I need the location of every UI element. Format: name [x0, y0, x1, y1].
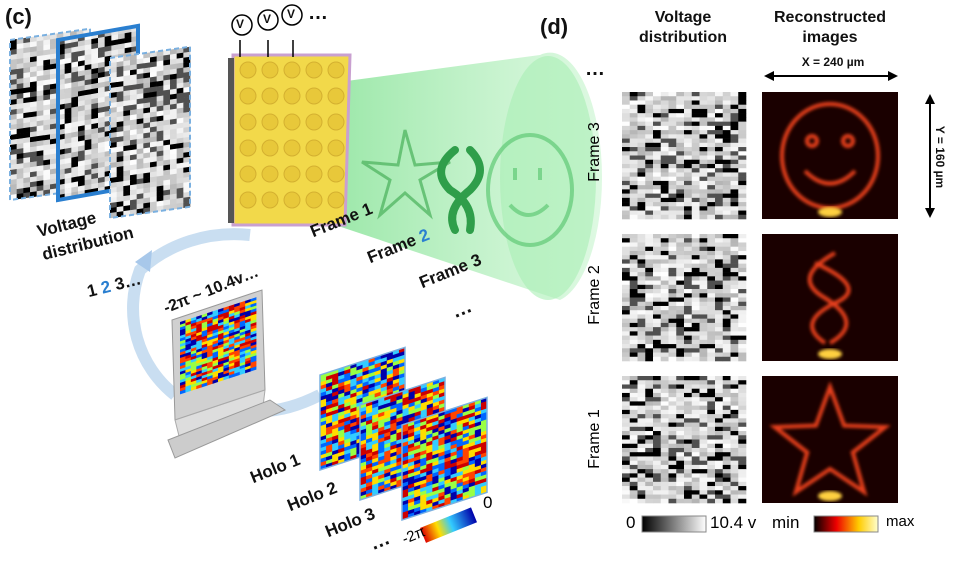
holograms — [319, 346, 488, 521]
panel-d-label: (d) — [540, 14, 569, 39]
voltage-plane — [109, 45, 191, 220]
smiley-shape — [486, 133, 574, 247]
voltage-distribution-image — [622, 376, 747, 504]
voltmeter-more: … — [308, 2, 328, 24]
intensity-cb-min: min — [772, 513, 800, 532]
cycle-arrow — [127, 228, 251, 400]
phase-colorbar — [420, 507, 477, 543]
hologram-plane — [401, 396, 488, 521]
seq-2: 2 — [98, 276, 113, 298]
swirl-shape — [437, 146, 484, 234]
voltage-cb-max: 10.4 v — [710, 513, 757, 532]
monitor — [167, 289, 287, 459]
row-label-frame-3: Frame 3 — [586, 122, 603, 182]
x-dimension-label: X = 240 µm — [801, 55, 865, 69]
col-recon-header: Reconstructed images — [760, 8, 900, 48]
voltmeter-3: V — [287, 7, 296, 21]
voltage-colorbar — [641, 515, 707, 533]
col-voltage-line1: Voltage — [654, 9, 712, 26]
voltmeter-2: V — [263, 12, 272, 26]
col-voltage-header: Voltage distribution — [623, 8, 743, 48]
phase-max-label: 0 — [483, 493, 493, 512]
y-dimension-label: Y = 160 µm — [933, 125, 947, 189]
voltage-distribution-image — [622, 92, 747, 220]
rows-more: … — [585, 58, 605, 80]
col-recon-line1: Reconstructed — [773, 9, 887, 26]
voltage-distribution-image — [622, 234, 747, 362]
voltmeters — [231, 4, 303, 57]
col-voltage-line2: distribution — [639, 29, 727, 46]
col-recon-line2: images — [802, 29, 858, 46]
row-label-frame-1: Frame 1 — [586, 409, 603, 469]
voltmeter-1: V — [236, 17, 245, 31]
panel-c-label: (c) — [5, 4, 32, 29]
reconstructed-image — [762, 376, 898, 503]
voltage-cb-min: 0 — [626, 513, 636, 532]
star-shape — [361, 129, 451, 220]
reconstructed-image — [762, 92, 898, 219]
row-label-frame-2: Frame 2 — [586, 265, 603, 325]
intensity-colorbar — [813, 515, 879, 533]
voltage-planes — [9, 23, 191, 220]
intensity-cb-max: max — [886, 513, 915, 530]
